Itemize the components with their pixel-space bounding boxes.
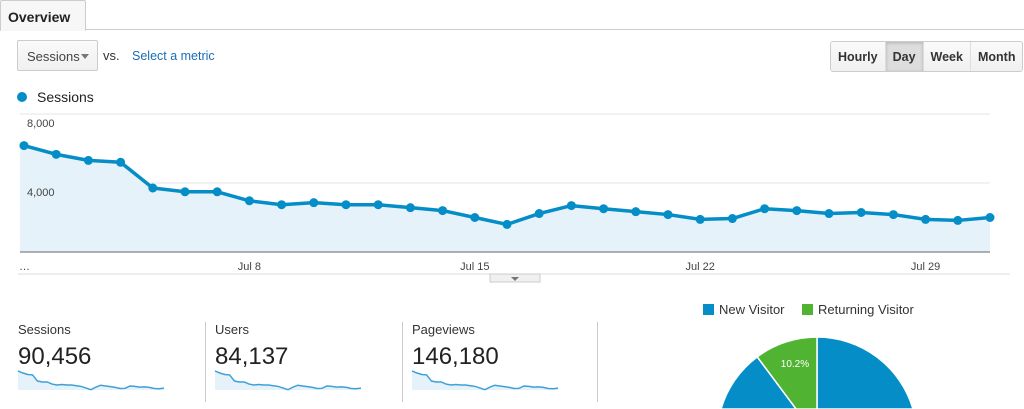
data-point xyxy=(277,200,287,210)
data-point xyxy=(19,141,29,151)
area-fill xyxy=(20,145,990,252)
y-tick-label: 4,000 xyxy=(27,187,55,199)
metric-label: Pageviews xyxy=(412,322,475,337)
divider xyxy=(597,322,598,402)
metric-select[interactable]: Sessions xyxy=(17,40,98,71)
chart-legend: Sessions xyxy=(17,89,94,105)
data-point xyxy=(148,183,158,193)
divider xyxy=(402,322,403,402)
month-button[interactable]: Month xyxy=(969,42,1023,71)
week-button[interactable]: Week xyxy=(922,42,970,71)
data-point xyxy=(180,187,190,197)
legend-label: Sessions xyxy=(37,89,94,105)
granularity-buttons: Hourly Day Week Month xyxy=(830,41,1024,72)
data-point xyxy=(760,204,770,214)
data-point xyxy=(921,214,931,224)
legend-swatch-icon xyxy=(703,304,714,315)
chevron-down-icon xyxy=(81,54,89,59)
x-tick-label: … xyxy=(19,261,30,273)
pie-slice-new-visitor xyxy=(816,336,914,409)
metric-users[interactable]: Users 84,137 xyxy=(215,322,405,402)
data-point xyxy=(599,204,609,214)
legend-dot-icon xyxy=(17,92,27,102)
metric-value: 90,456 xyxy=(18,343,92,370)
data-point xyxy=(405,203,415,213)
metric-pageviews[interactable]: Pageviews 146,180 xyxy=(412,322,602,402)
select-metric-link[interactable]: Select a metric xyxy=(132,49,215,63)
pie-legend-new: New Visitor xyxy=(703,302,785,317)
visitor-pie-chart: 10.2% xyxy=(720,336,914,409)
data-point xyxy=(470,213,480,222)
chevron-down-icon xyxy=(511,277,519,281)
vs-label: vs. xyxy=(103,48,120,63)
data-point xyxy=(309,198,319,208)
metric-label: Sessions xyxy=(18,322,71,337)
data-point xyxy=(212,187,222,197)
tab-bar: Overview xyxy=(0,0,1024,31)
legend-swatch-icon xyxy=(802,304,813,315)
metric-select-value: Sessions xyxy=(27,49,80,64)
hourly-button[interactable]: Hourly xyxy=(831,42,885,71)
data-point xyxy=(953,215,963,225)
metric-label: Users xyxy=(215,322,249,337)
data-point xyxy=(985,213,995,222)
day-button[interactable]: Day xyxy=(884,42,923,71)
tab-overview[interactable]: Overview xyxy=(0,0,86,31)
sparkline xyxy=(214,370,362,391)
divider xyxy=(205,322,206,402)
legend-label: Returning Visitor xyxy=(818,302,914,317)
x-tick-label: Jul 29 xyxy=(911,261,940,273)
sparkline xyxy=(411,370,559,391)
data-point xyxy=(51,149,61,159)
x-tick-label: Jul 15 xyxy=(460,261,489,273)
data-point xyxy=(438,206,448,216)
data-point xyxy=(373,200,383,210)
data-point xyxy=(695,214,705,224)
data-point xyxy=(116,157,126,167)
data-point xyxy=(631,207,641,217)
metric-sessions[interactable]: Sessions 90,456 xyxy=(18,322,208,402)
y-tick-label: 8,000 xyxy=(27,118,55,130)
legend-label: New Visitor xyxy=(719,302,785,317)
sparkline xyxy=(17,370,165,391)
data-point xyxy=(566,201,576,211)
data-point xyxy=(888,210,898,220)
data-point xyxy=(534,209,544,219)
data-point xyxy=(856,207,866,217)
pie-legend-returning: Returning Visitor xyxy=(802,302,914,317)
metric-value: 84,137 xyxy=(215,343,289,370)
x-tick-label: Jul 8 xyxy=(238,261,261,273)
data-point xyxy=(83,155,93,165)
data-point xyxy=(502,219,512,229)
data-point xyxy=(727,214,737,224)
data-point xyxy=(663,210,673,220)
data-point xyxy=(341,200,351,210)
pie-data-label: 10.2% xyxy=(781,359,809,370)
data-point xyxy=(792,206,802,216)
pie-slice-returning-visitor xyxy=(756,336,818,409)
data-point xyxy=(824,209,834,219)
x-tick-label: Jul 22 xyxy=(686,261,715,273)
metric-value: 146,180 xyxy=(412,343,499,370)
data-point xyxy=(244,196,254,206)
